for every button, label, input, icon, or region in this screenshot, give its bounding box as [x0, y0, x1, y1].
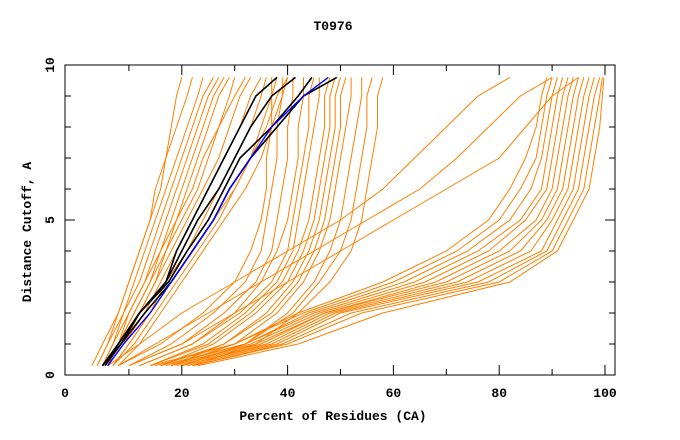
- series-other-line-14: [117, 77, 289, 367]
- series-other-line-1: [96, 77, 193, 366]
- series-other-line-15: [118, 77, 273, 367]
- series-other-line-42: [128, 76, 579, 367]
- series-other-line-29: [149, 77, 548, 367]
- series-other-line-18: [139, 77, 304, 367]
- series-other-line-5: [102, 77, 225, 366]
- series-other-line-13: [112, 77, 289, 367]
- series-other-line-33: [171, 77, 569, 367]
- series-other-line-24: [171, 77, 347, 367]
- series-other-line-44: [107, 76, 511, 367]
- series-other-line-16: [128, 77, 283, 367]
- series-other-line-37: [181, 77, 590, 367]
- y-axis-label: Distance Cutoff, A: [20, 162, 35, 303]
- x-tick-label: 100: [593, 386, 617, 401]
- series-highlight-line-0: [104, 76, 278, 367]
- series-other-line-30: [155, 77, 553, 367]
- series-other-line-23: [160, 77, 341, 367]
- x-axis-label: Percent of Residues (CA): [239, 409, 426, 424]
- series-other-line-22: [160, 77, 336, 367]
- series-other-line-8: [102, 77, 246, 366]
- series-other-line-40: [192, 77, 603, 367]
- series-other-line-35: [176, 77, 579, 367]
- series-highlight-line-3: [101, 76, 338, 367]
- series-lines: [91, 76, 605, 367]
- series-other-line-38: [186, 77, 595, 367]
- x-tick-label: 60: [386, 386, 402, 401]
- series-other-line-4: [102, 77, 220, 366]
- series-other-line-41: [197, 77, 605, 367]
- series-other-line-17: [128, 77, 294, 367]
- y-tick-label: 10: [43, 57, 58, 73]
- series-other-line-36: [181, 77, 585, 367]
- y-tick-label: 0: [43, 371, 58, 379]
- series-other-line-21: [149, 77, 331, 367]
- series-other-line-28: [192, 77, 384, 367]
- series-other-line-43: [118, 76, 553, 367]
- chart-title: T0976: [313, 19, 352, 34]
- series-other-line-19: [139, 77, 315, 367]
- series-other-line-34: [171, 77, 574, 367]
- series-other-line-7: [107, 77, 236, 366]
- series-other-line-39: [192, 77, 601, 367]
- series-other-line-25: [171, 77, 352, 367]
- x-tick-label: 20: [174, 386, 190, 401]
- x-tick-label: 80: [491, 386, 507, 401]
- x-tick-label: 40: [280, 386, 296, 401]
- series-other-line-32: [165, 77, 564, 367]
- series-highlight-line-2: [101, 76, 313, 367]
- x-tick-label: 0: [61, 386, 69, 401]
- series-other-line-2: [96, 77, 204, 366]
- series-other-line-20: [149, 77, 320, 367]
- y-tick-label: 5: [43, 216, 58, 224]
- axis-ticks: 0 20 40 60 80 100 0 5 10: [43, 57, 617, 401]
- series-other-line-3: [102, 77, 214, 366]
- series-other-line-31: [160, 77, 558, 367]
- series-best-line-0: [107, 76, 329, 367]
